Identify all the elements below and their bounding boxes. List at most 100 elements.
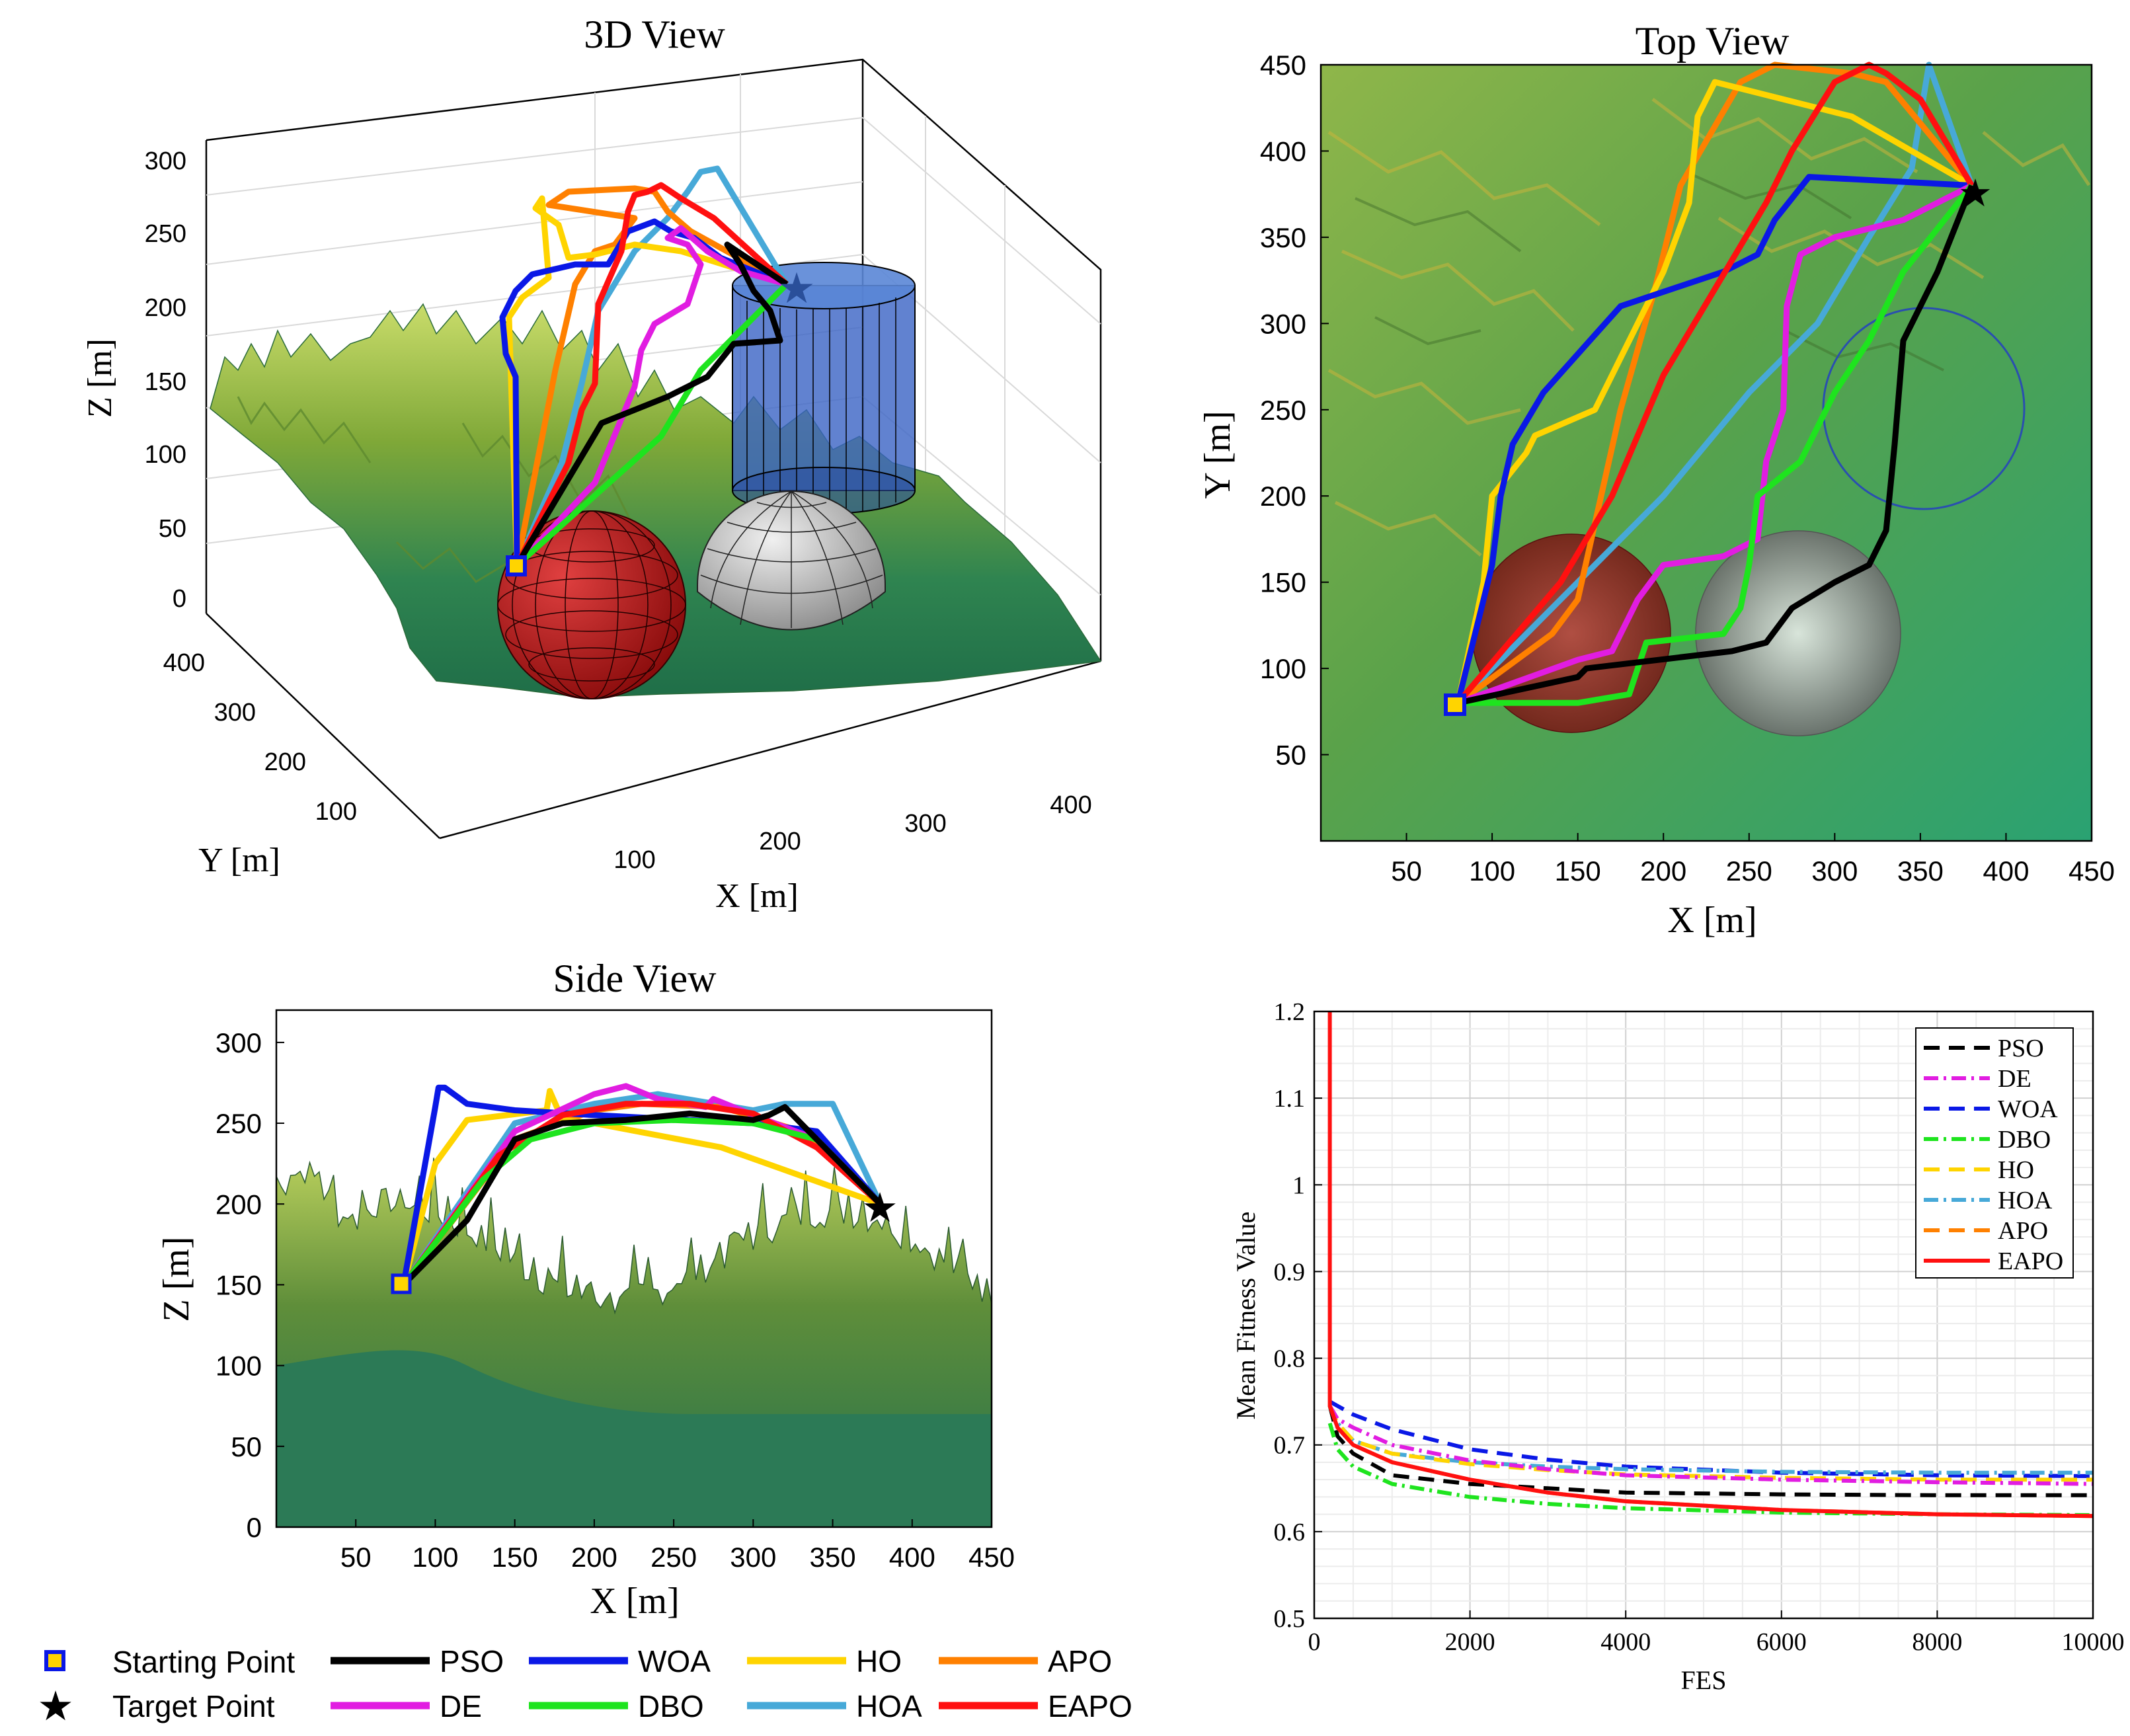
x-tick: 400: [1050, 791, 1091, 819]
y-axis-label-convergence: Mean Fitness Value: [1231, 1212, 1261, 1420]
z-tick: 200: [145, 294, 186, 322]
y-tick-label: 300: [216, 1027, 262, 1058]
legend-bottom-label-ho: HO: [856, 1644, 902, 1678]
x-tick: 300: [904, 810, 946, 838]
y-tick-label: 450: [1260, 50, 1306, 81]
legend-bottom-label-hoa: HOA: [856, 1689, 922, 1723]
legend-label-woa: WOA: [1998, 1095, 2058, 1123]
path-top-woa: [1454, 174, 1972, 704]
y-tick-label: 0.7: [1274, 1432, 1306, 1460]
x-tick-label: 200: [1640, 855, 1686, 887]
terrain-surface-3d: [210, 303, 1102, 698]
y-tick-label: 100: [216, 1351, 262, 1382]
cylinder-obstacle-3d: [732, 262, 916, 514]
y-tick-label: 200: [216, 1189, 262, 1220]
x-tick-label: 450: [2069, 855, 2115, 887]
path-top-ho: [1454, 79, 1973, 704]
axes-frame-side: [275, 1009, 993, 1528]
chart-title-side: Side View: [553, 957, 717, 1000]
x-axis-label-convergence: FES: [1681, 1665, 1727, 1695]
legend-start-label: Starting Point: [112, 1645, 295, 1679]
y-tick-label: 1.2: [1274, 998, 1306, 1026]
ticks-convergence: 0 2000 4000 6000 8000 10000 0.5 0.6 0.7 0.8 0.9 1 1.…: [1274, 998, 2125, 1656]
x-tick-label: 50: [340, 1542, 372, 1573]
panel-top-view: Top View: [1197, 19, 2115, 941]
legend-label-dbo: DBO: [1998, 1126, 2051, 1154]
x-tick-label: 400: [889, 1542, 935, 1573]
x-tick: 200: [759, 828, 801, 855]
chart-title-top: Top View: [1636, 19, 1790, 63]
z-tick: 100: [145, 441, 186, 469]
legend-bottom-label-dbo: DBO: [638, 1689, 704, 1723]
z-tick: 50: [159, 515, 186, 543]
axes-frame-convergence: [1313, 1010, 2094, 1620]
legend-start-symbol: [44, 1650, 65, 1671]
ticks-side: 50 100 150 200 250 300 350 400 450 0 50 100 150 200 25…: [216, 1027, 1015, 1573]
ticks-top: 50 100 150 200 250 300 350 400 450 50 100 150 200 250…: [1260, 50, 2115, 887]
path-top-de: [1456, 182, 1973, 706]
x-axis-label-3d: X [m]: [715, 877, 799, 915]
path-3d-eapo: [514, 182, 789, 567]
terrain-base-side: [276, 1350, 992, 1527]
path-side-pso: [401, 1104, 883, 1287]
z-axis-label-3d: Z [m]: [81, 338, 119, 418]
legend-label-eapo: EAPO: [1998, 1247, 2063, 1275]
path-top-pso: [1457, 184, 1975, 706]
line-ho: [1327, 1405, 2093, 1482]
y-tick-label: 250: [216, 1108, 262, 1139]
start-marker-top: [1444, 693, 1466, 716]
x-tick: 100: [613, 846, 655, 874]
path-3d-pso: [514, 241, 789, 567]
target-marker-top: ★: [1958, 172, 1992, 215]
x-tick-label: 450: [968, 1542, 1015, 1573]
y-axis-label-3d: Y [m]: [198, 842, 280, 879]
x-tick-label: 400: [1983, 855, 2029, 887]
legend-bottom-label-eapo: EAPO: [1048, 1689, 1132, 1723]
path-top-eapo: [1455, 61, 1975, 705]
x-tick-label: 350: [1897, 855, 1944, 887]
z-tick: 300: [145, 147, 186, 175]
cylinder-top: [1822, 307, 2026, 510]
x-tick-label: 0: [1308, 1628, 1321, 1656]
x-tick-label: 4000: [1600, 1628, 1651, 1656]
y-axis-label-top: Y [m]: [1197, 411, 1238, 498]
legend-label-hoa: HOA: [1998, 1187, 2053, 1214]
legend-bottom-label-pso: PSO: [440, 1644, 504, 1678]
target-marker-3d: ★: [777, 264, 815, 312]
y-tick: 400: [163, 649, 205, 677]
paths-top: [1454, 61, 1975, 706]
path-3d-ho: [506, 195, 788, 566]
legend-bottom-label-de: DE: [440, 1689, 482, 1723]
x-tick-label: 150: [492, 1542, 538, 1573]
panel-3d-view: 3D View: [81, 13, 1102, 915]
legend-label-apo: APO: [1998, 1217, 2048, 1245]
x-tick-label: 2000: [1445, 1628, 1495, 1656]
y-tick-label: 0.5: [1274, 1605, 1306, 1633]
path-side-ho: [401, 1087, 882, 1286]
line-pso: [1327, 1405, 2093, 1497]
y-tick-label: 400: [1260, 136, 1306, 167]
x-tick-label: 100: [412, 1542, 458, 1573]
path-top-apo: [1456, 61, 1975, 705]
line-woa: [1329, 1400, 2093, 1478]
legend-bottom-label-woa: WOA: [638, 1644, 711, 1678]
path-side-hoa: [401, 1091, 883, 1286]
z-ticks-3d: 0 50 100 150 200 250 300: [145, 147, 186, 613]
legend-bottom: Starting Point ★ Target Point PSO DE WOA DB…: [37, 1644, 1132, 1729]
y-tick-label: 0.9: [1274, 1258, 1306, 1286]
target-marker-side: ★: [861, 1185, 898, 1231]
y-ticks-3d: 400 300 200 100: [163, 649, 357, 826]
panel-convergence: 0 2000 4000 6000 8000 10000 0.5 0.6 0.7 0.8 0.9 1 1.…: [1231, 998, 2125, 1695]
path-top-dbo: [1458, 183, 1975, 706]
x-tick-label: 250: [1726, 855, 1772, 887]
x-tick-label: 250: [651, 1542, 697, 1573]
x-tick-label: 150: [1555, 855, 1601, 887]
y-tick-label: 1.1: [1274, 1085, 1306, 1113]
path-3d-hoa: [514, 165, 789, 567]
y-tick-label: 350: [1260, 222, 1306, 253]
y-tick-label: 300: [1260, 308, 1306, 339]
y-tick: 300: [214, 699, 256, 727]
y-tick-label: 150: [216, 1269, 262, 1300]
paths-3d: [499, 165, 789, 568]
